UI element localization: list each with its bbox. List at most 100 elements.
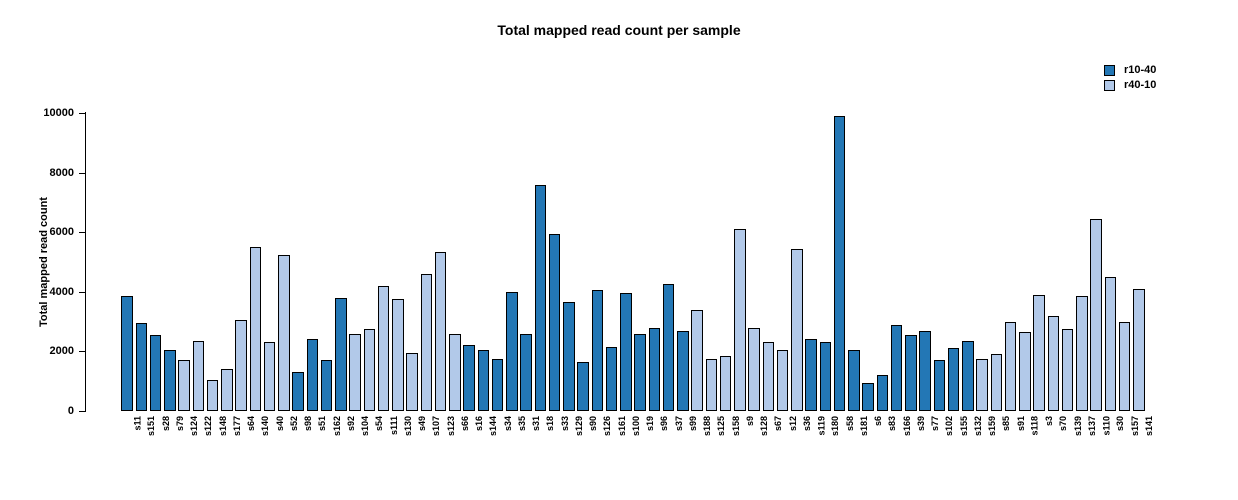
- bar-s3: [1033, 295, 1045, 411]
- bar-s159: [976, 359, 988, 411]
- bar-s130: [392, 299, 404, 411]
- x-tick-label: s122: [203, 416, 214, 437]
- bar-s39: [905, 335, 917, 411]
- bar-s148: [206, 380, 219, 411]
- bar-s40: [263, 342, 276, 411]
- bar-s122: [192, 341, 205, 411]
- x-tick-label: s37: [673, 416, 684, 432]
- x-tick-label: s12: [787, 416, 798, 432]
- x-tick-label: s181: [858, 416, 869, 437]
- bar-s118: [1019, 332, 1031, 411]
- legend-label: r10-40: [1124, 64, 1157, 76]
- x-tick-label: s58: [844, 416, 855, 432]
- bar-s104: [349, 334, 361, 411]
- bar-s98: [292, 372, 304, 411]
- x-tick-label: s141: [1143, 416, 1154, 437]
- x-tick-label: s118: [1029, 416, 1040, 436]
- x-tick-label: s83: [887, 416, 898, 432]
- bar-s58: [833, 116, 846, 411]
- x-tick-label: s11: [132, 416, 143, 431]
- x-tick-label: s91: [1015, 416, 1026, 432]
- x-tick-label: s92: [345, 416, 356, 432]
- x-tick-label: s3: [1044, 416, 1055, 427]
- x-tick-label: s129: [573, 416, 584, 437]
- x-tick-label: s85: [1001, 416, 1012, 432]
- x-tick-label: s107: [431, 416, 442, 437]
- x-tick-label: s51: [317, 416, 328, 432]
- x-tick-label: s157: [1129, 416, 1140, 437]
- bar-s151: [135, 323, 148, 411]
- y-tick-label: 8000: [49, 166, 74, 179]
- bar-s102: [933, 360, 946, 411]
- x-tick-label: s155: [958, 416, 969, 437]
- bar-s36: [791, 249, 803, 411]
- x-tick-label: s28: [160, 416, 171, 432]
- y-tick-mark: [79, 291, 85, 293]
- bar-s158: [719, 356, 732, 411]
- bar-s125: [705, 359, 718, 411]
- bar-s111: [377, 286, 390, 411]
- x-tick-label: s54: [374, 416, 385, 432]
- y-tick-label: 4000: [49, 285, 74, 298]
- y-axis-title: Total mapped read count: [38, 197, 50, 327]
- bar-s11: [121, 296, 133, 411]
- bar-s64: [235, 320, 247, 411]
- bar-s77: [919, 331, 931, 411]
- x-tick-label: s188: [702, 416, 713, 437]
- legend: r10-40 r40-10: [1104, 63, 1156, 93]
- bar-s161: [605, 347, 618, 411]
- bar-s49: [406, 353, 418, 411]
- bar-s83: [876, 375, 889, 411]
- bar-s91: [1004, 322, 1017, 411]
- y-tick-mark: [79, 232, 85, 234]
- x-tick-label: s132: [972, 416, 983, 437]
- bar-s128: [748, 328, 760, 411]
- legend-swatch-dark-blue: [1104, 65, 1115, 76]
- x-tick-label: s123: [445, 416, 456, 437]
- bar-s31: [520, 334, 532, 411]
- bar-s33: [548, 234, 561, 411]
- bar-s52: [278, 255, 290, 411]
- x-tick-label: s119: [816, 416, 827, 436]
- y-tick-label: 0: [67, 405, 74, 417]
- bar-s54: [363, 329, 376, 411]
- bar-s141: [1133, 289, 1145, 411]
- bar-s166: [890, 325, 903, 411]
- x-tick-label: s166: [901, 416, 912, 437]
- x-tick-label: s144: [488, 416, 499, 437]
- x-tick-label: s96: [659, 416, 670, 432]
- y-tick-mark: [79, 172, 85, 174]
- x-tick-label: s9: [744, 416, 755, 427]
- bar-s92: [335, 298, 347, 411]
- x-tick-label: s34: [502, 416, 513, 432]
- x-tick-label: s77: [930, 416, 941, 432]
- x-tick-label: s137: [1086, 416, 1097, 437]
- legend-item-r10-40: r10-40: [1104, 63, 1156, 78]
- x-tick-label: s130: [402, 416, 413, 437]
- bar-s132: [962, 341, 974, 411]
- x-tick-label: s79: [174, 416, 185, 432]
- x-tick-label: s158: [730, 416, 741, 437]
- x-tick-label: s33: [559, 416, 570, 432]
- y-tick-mark: [79, 351, 85, 353]
- x-tick-label: s35: [516, 416, 527, 432]
- bar-s139: [1061, 329, 1074, 411]
- bar-s157: [1118, 322, 1131, 411]
- plot-area: [120, 113, 1146, 411]
- bar-s37: [662, 284, 675, 411]
- bar-s137: [1076, 296, 1088, 411]
- y-tick-label: 2000: [49, 345, 74, 358]
- bar-s90: [577, 362, 589, 411]
- y-axis-line: [85, 112, 86, 412]
- bar-s79: [164, 350, 176, 411]
- bar-s96: [648, 328, 661, 411]
- bar-s123: [434, 252, 447, 411]
- bar-s155: [947, 348, 960, 411]
- bar-s99: [677, 331, 689, 411]
- x-tick-label: s31: [531, 416, 542, 432]
- x-tick-label: s139: [1072, 416, 1083, 437]
- bar-s126: [591, 290, 604, 411]
- bar-s129: [563, 302, 575, 411]
- bar-s162: [320, 360, 333, 411]
